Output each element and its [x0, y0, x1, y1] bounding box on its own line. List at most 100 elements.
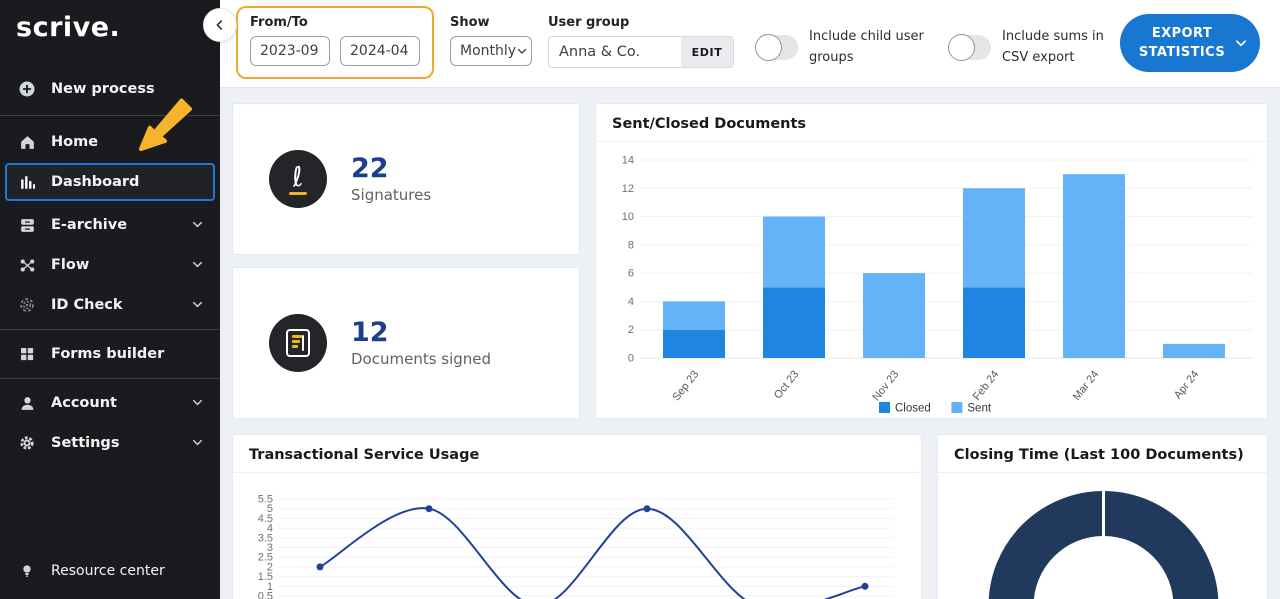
svg-text:Mar 24: Mar 24 [1071, 368, 1102, 402]
sidebar-item-new-process[interactable]: New process [0, 69, 220, 109]
chevron-down-icon [190, 257, 206, 273]
from-to-group: From/To [236, 6, 434, 79]
date-from-input[interactable] [250, 36, 330, 66]
sidebar: scrive. New process Home Dashboard E [0, 0, 220, 599]
document-icon [269, 314, 327, 372]
svg-text:4: 4 [267, 523, 273, 535]
fingerprint-icon [16, 294, 38, 316]
sidebar-item-label: E-archive [51, 217, 128, 233]
sidebar-item-flow[interactable]: Flow [0, 245, 220, 285]
svg-text:14: 14 [622, 155, 634, 167]
toggle-label: Include sums in CSV export [1002, 29, 1104, 66]
chevron-left-icon [216, 20, 223, 30]
documents-signed-label: Documents signed [351, 350, 492, 369]
svg-text:10: 10 [622, 211, 634, 223]
sidebar-nav: New process Home Dashboard E-archive [0, 69, 220, 463]
signatures-label: Signatures [351, 186, 432, 205]
sidebar-item-label: Home [51, 134, 99, 150]
svg-text:Feb 24: Feb 24 [971, 368, 1002, 402]
signatures-card: ℓ 22 Signatures [232, 103, 580, 255]
svg-text:Sep 23: Sep 23 [670, 368, 701, 403]
svg-text:0: 0 [628, 353, 634, 365]
flow-nodes-icon [16, 254, 38, 276]
svg-text:Apr 24: Apr 24 [1172, 368, 1201, 401]
svg-text:Sent: Sent [967, 403, 991, 415]
sidebar-item-label: ID Check [51, 297, 123, 313]
svg-text:5: 5 [267, 503, 273, 515]
show-group: Show Monthly [450, 6, 532, 66]
user-group-group: User group EDIT [548, 6, 734, 68]
svg-text:3.5: 3.5 [258, 532, 273, 544]
sidebar-item-resource-center[interactable]: Resource center [0, 551, 220, 591]
lightbulb-icon [16, 560, 38, 582]
sidebar-collapse-button[interactable] [203, 8, 237, 42]
sidebar-item-label: Resource center [51, 563, 165, 579]
edit-user-group-button[interactable]: EDIT [681, 37, 733, 67]
chart-title: Transactional Service Usage [249, 447, 480, 463]
show-label: Show [450, 15, 490, 30]
documents-signed-count: 12 [351, 316, 389, 348]
from-to-label: From/To [250, 15, 308, 30]
toggle-knob [948, 33, 975, 61]
chevron-down-icon [190, 297, 206, 313]
chart-title: Sent/Closed Documents [612, 116, 807, 132]
toggle-child-groups-row: Include child user groups [755, 26, 927, 69]
closing-time-donut-chart[interactable] [938, 473, 1269, 599]
grid-icon [16, 343, 38, 365]
user-group-label: User group [548, 15, 630, 30]
svg-text:Nov 23: Nov 23 [870, 368, 901, 403]
sidebar-item-e-archive[interactable]: E-archive [0, 205, 220, 245]
documents-signed-card: 12 Documents signed [232, 267, 580, 419]
sidebar-item-settings[interactable]: Settings [0, 423, 220, 463]
chart-title: Closing Time (Last 100 Documents) [954, 447, 1244, 463]
chevron-down-icon [190, 395, 206, 411]
chevron-down-icon [516, 45, 528, 57]
signatures-count: 22 [351, 152, 389, 184]
svg-text:0.5: 0.5 [258, 591, 273, 599]
sidebar-item-dashboard[interactable]: Dashboard [5, 163, 215, 201]
chevron-down-icon [1236, 40, 1246, 47]
sidebar-divider [0, 329, 220, 330]
svg-text:Closed: Closed [895, 403, 931, 415]
sidebar-item-forms-builder[interactable]: Forms builder [0, 334, 220, 374]
sidebar-divider [0, 378, 220, 379]
svg-text:8: 8 [628, 239, 634, 251]
date-to-input[interactable] [340, 36, 420, 66]
sidebar-item-home[interactable]: Home [0, 122, 220, 162]
closing-time-card: Closing Time (Last 100 Documents) [937, 434, 1268, 599]
svg-text:2: 2 [267, 561, 273, 573]
svg-text:4.5: 4.5 [258, 513, 273, 525]
svg-text:2: 2 [628, 324, 634, 336]
plus-circle-icon [16, 78, 38, 100]
toggle-knob [755, 33, 782, 61]
export-statistics-button[interactable]: EXPORT STATISTICS [1120, 14, 1260, 72]
user-group-input[interactable] [549, 37, 681, 67]
sidebar-item-label: Account [51, 395, 117, 411]
include-csv-sums-toggle[interactable] [948, 33, 991, 61]
chart-header: Closing Time (Last 100 Documents) [938, 435, 1267, 473]
sidebar-item-label: Dashboard [51, 174, 140, 190]
sent-closed-bar-chart[interactable]: 0 2 4 6 8 10 12 14 Sep 23 Oct 23 Nov 23 Feb 24 Mar 2… [604, 146, 1259, 424]
svg-text:6: 6 [628, 268, 634, 280]
svg-text:2.5: 2.5 [258, 552, 273, 564]
chart-header: Sent/Closed Documents [596, 104, 1267, 142]
transactional-usage-line-chart[interactable]: 5.554.543.532.521.510.50 [241, 479, 903, 599]
sidebar-item-label: Forms builder [51, 346, 165, 362]
user-icon [16, 392, 38, 414]
sidebar-item-account[interactable]: Account [0, 383, 220, 423]
sidebar-item-label: New process [51, 81, 155, 97]
scrive-logo: scrive. [16, 12, 121, 43]
sidebar-item-label: Settings [51, 435, 120, 451]
chevron-down-icon [190, 435, 206, 451]
sidebar-item-id-check[interactable]: ID Check [0, 285, 220, 325]
sent-closed-documents-card: Sent/Closed Documents 0 2 4 6 8 10 12 14 Sep 23 O… [595, 103, 1268, 419]
filter-toolbar: From/To Show Monthly User group EDIT [220, 0, 1280, 88]
show-select[interactable]: Monthly [450, 36, 532, 66]
chart-header: Transactional Service Usage [233, 435, 921, 473]
toggle-csv-sums-row: Include sums in CSV export [948, 26, 1120, 69]
include-child-groups-toggle[interactable] [755, 33, 798, 61]
svg-text:4: 4 [628, 296, 634, 308]
svg-text:1: 1 [267, 581, 273, 593]
gear-icon [16, 432, 38, 454]
svg-text:Oct 23: Oct 23 [772, 368, 801, 401]
